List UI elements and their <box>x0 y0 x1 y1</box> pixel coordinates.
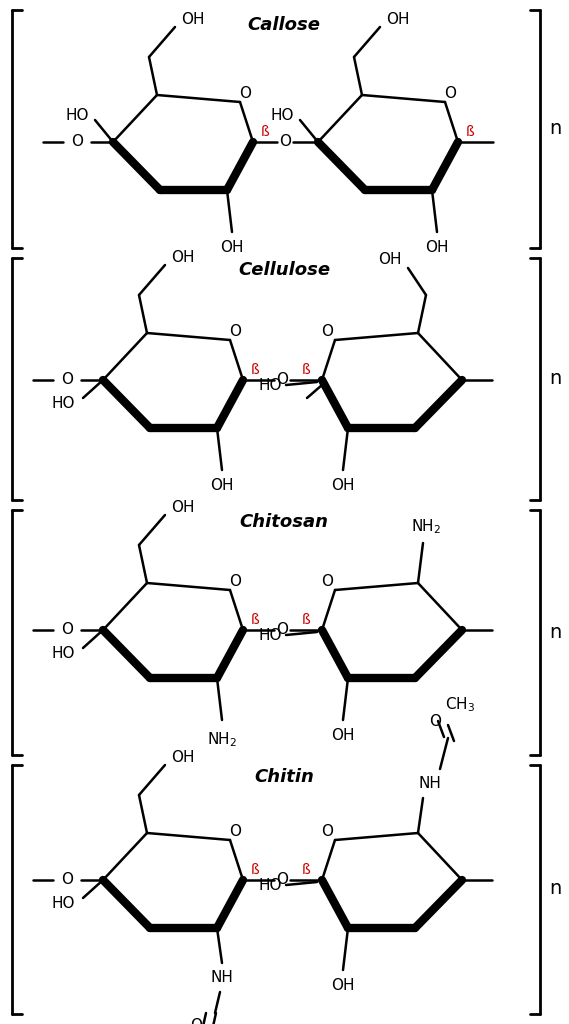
Text: CH$_3$: CH$_3$ <box>445 695 475 715</box>
Text: HO: HO <box>258 878 282 893</box>
Text: OH: OH <box>386 11 410 27</box>
Text: Chitosan: Chitosan <box>240 513 328 531</box>
Text: OH: OH <box>425 241 449 256</box>
Text: OH: OH <box>331 478 354 494</box>
Text: O: O <box>190 1018 202 1024</box>
Text: OH: OH <box>171 750 195 765</box>
Text: OH: OH <box>331 979 354 993</box>
Text: ß: ß <box>250 362 259 377</box>
Text: n: n <box>549 370 561 388</box>
Text: OH: OH <box>378 253 402 267</box>
Text: NH$_2$: NH$_2$ <box>411 518 441 537</box>
Text: O: O <box>239 86 251 101</box>
Text: OH: OH <box>220 241 244 256</box>
Text: ß: ß <box>250 613 259 627</box>
Text: n: n <box>549 120 561 138</box>
Text: Callose: Callose <box>248 16 320 34</box>
Text: HO: HO <box>51 896 75 911</box>
Text: ß: ß <box>261 125 269 139</box>
Text: Cellulose: Cellulose <box>238 261 330 279</box>
Text: HO: HO <box>258 628 282 642</box>
Text: OH: OH <box>182 11 205 27</box>
Text: O: O <box>276 623 288 638</box>
Text: HO: HO <box>51 646 75 662</box>
Text: NH$_2$: NH$_2$ <box>207 731 237 750</box>
Text: O: O <box>229 824 241 840</box>
Text: ß: ß <box>250 863 259 877</box>
Text: n: n <box>549 623 561 641</box>
Text: O: O <box>321 824 333 840</box>
Text: OH: OH <box>171 250 195 264</box>
Text: OH: OH <box>171 500 195 514</box>
Text: OH: OH <box>211 478 234 494</box>
Text: OH: OH <box>331 728 354 743</box>
Text: Chitin: Chitin <box>254 768 314 786</box>
Text: O: O <box>229 325 241 340</box>
Text: O: O <box>276 872 288 888</box>
Text: O: O <box>429 714 441 728</box>
Text: O: O <box>276 373 288 387</box>
Text: NH: NH <box>211 971 233 985</box>
Text: NH: NH <box>419 775 442 791</box>
Text: HO: HO <box>51 396 75 412</box>
Text: O: O <box>321 574 333 590</box>
Text: O: O <box>279 134 291 150</box>
Text: O: O <box>61 373 73 387</box>
Text: ß: ß <box>302 362 310 377</box>
Text: ß: ß <box>302 613 310 627</box>
Text: O: O <box>61 872 73 888</box>
Text: O: O <box>229 574 241 590</box>
Text: n: n <box>549 880 561 898</box>
Text: ß: ß <box>302 863 310 877</box>
Text: O: O <box>61 623 73 638</box>
Text: O: O <box>71 134 83 150</box>
Text: HO: HO <box>65 109 89 124</box>
Text: HO: HO <box>258 378 282 392</box>
Text: HO: HO <box>270 109 294 124</box>
Text: ß: ß <box>465 125 475 139</box>
Text: O: O <box>444 86 456 101</box>
Text: O: O <box>321 325 333 340</box>
